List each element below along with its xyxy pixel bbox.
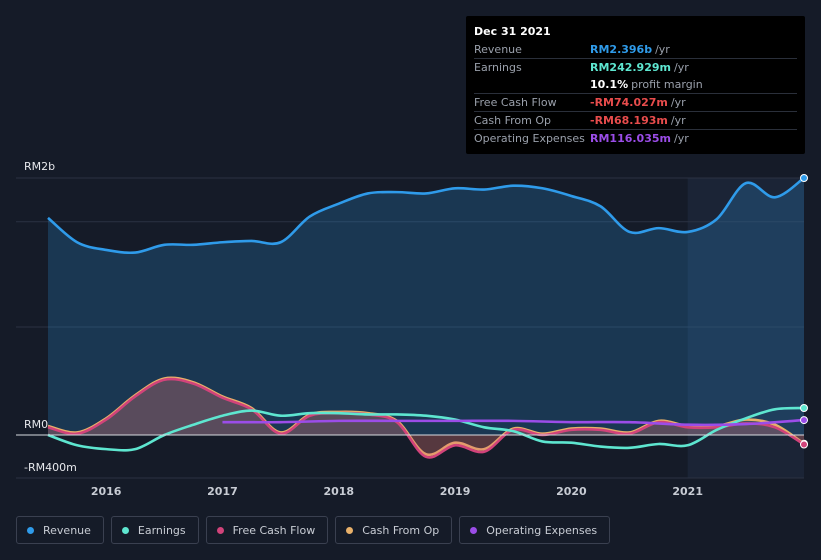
tooltip-unit: /yr bbox=[673, 132, 689, 145]
legend-item-cash-from-op[interactable]: Cash From Op bbox=[335, 516, 453, 544]
legend-label: Free Cash Flow bbox=[232, 523, 316, 537]
legend-label: Operating Expenses bbox=[486, 523, 598, 537]
x-tick-label: 2017 bbox=[207, 485, 238, 498]
tooltip-label: Cash From Op bbox=[474, 114, 552, 127]
tooltip-row-earnings: Earnings RM242.929m /yr bbox=[474, 58, 797, 76]
operating-expenses-line bbox=[222, 418, 805, 427]
tooltip-value: RM2.396b bbox=[590, 43, 653, 56]
free-cash-flow-end-point bbox=[800, 440, 808, 449]
tooltip-date: Dec 31 2021 bbox=[474, 25, 551, 38]
tooltip-row-cash-from-op: Cash From Op -RM68.193m /yr bbox=[474, 111, 797, 129]
tooltip-row-profit-margin: 10.1% profit margin bbox=[474, 76, 797, 93]
tooltip-value: -RM74.027m bbox=[590, 96, 668, 109]
free-cash-flow-area bbox=[48, 379, 804, 458]
tooltip-label: Operating Expenses bbox=[474, 132, 585, 145]
legend-dot-icon bbox=[121, 526, 129, 534]
x-tick-label: 2018 bbox=[323, 485, 354, 498]
x-tick-label: 2019 bbox=[440, 485, 471, 498]
tooltip-row-revenue: Revenue RM2.396b /yr bbox=[474, 41, 797, 58]
chart-legend: Revenue Earnings Free Cash Flow Cash Fro… bbox=[16, 516, 611, 546]
tooltip-label: Revenue bbox=[474, 43, 522, 56]
data-tooltip: Dec 31 2021 Revenue RM2.396b /yr Earning… bbox=[466, 16, 805, 154]
revenue-line bbox=[47, 176, 805, 255]
tooltip-row-free-cash-flow: Free Cash Flow -RM74.027m /yr bbox=[474, 93, 797, 111]
tooltip-value: RM242.929m bbox=[590, 61, 671, 74]
revenue-end-point bbox=[800, 174, 808, 182]
operating-expenses-end-point bbox=[800, 416, 808, 425]
legend-label: Revenue bbox=[43, 523, 91, 537]
y-tick-label: RM0 bbox=[24, 418, 48, 431]
legend-dot-icon bbox=[27, 526, 34, 534]
tooltip-unit: /yr bbox=[673, 61, 689, 74]
earnings-end-point bbox=[800, 404, 808, 413]
legend-item-free-cash-flow[interactable]: Free Cash Flow bbox=[205, 516, 329, 544]
legend-item-operating-expenses[interactable]: Operating Expenses bbox=[459, 516, 611, 544]
legend-item-earnings[interactable]: Earnings bbox=[110, 516, 199, 544]
tooltip-value: -RM68.193m bbox=[590, 114, 668, 127]
tooltip-value: RM116.035m bbox=[590, 132, 671, 145]
tooltip-row-operating-expenses: Operating Expenses RM116.035m /yr bbox=[474, 129, 797, 147]
x-tick-label: 2016 bbox=[91, 485, 122, 498]
y-tick-label: -RM400m bbox=[24, 461, 77, 474]
earnings-line bbox=[47, 406, 805, 452]
legend-dot-icon bbox=[470, 526, 478, 534]
legend-dot-icon bbox=[216, 526, 224, 534]
tooltip-unit: /yr bbox=[655, 43, 670, 56]
cash-from-op-area bbox=[48, 377, 804, 455]
legend-label: Cash From Op bbox=[362, 523, 440, 537]
legend-item-revenue[interactable]: Revenue bbox=[16, 516, 104, 544]
chart-canvas: RM2b RM0 -RM400m 2016 2017 2018 2019 2020 2021 bbox=[16, 160, 808, 498]
tooltip-label bbox=[474, 76, 590, 93]
tooltip-label: Earnings bbox=[474, 61, 522, 74]
tooltip-label: Free Cash Flow bbox=[474, 96, 557, 109]
tooltip-unit: profit margin bbox=[631, 78, 703, 91]
tooltip-value: 10.1% bbox=[590, 78, 629, 91]
x-tick-label: 2021 bbox=[672, 485, 703, 498]
tooltip-unit: /yr bbox=[670, 114, 686, 127]
tooltip-unit: /yr bbox=[670, 96, 686, 109]
legend-dot-icon bbox=[346, 526, 354, 534]
y-tick-label: RM2b bbox=[24, 160, 55, 173]
legend-label: Earnings bbox=[137, 523, 186, 537]
x-tick-label: 2020 bbox=[556, 485, 587, 498]
